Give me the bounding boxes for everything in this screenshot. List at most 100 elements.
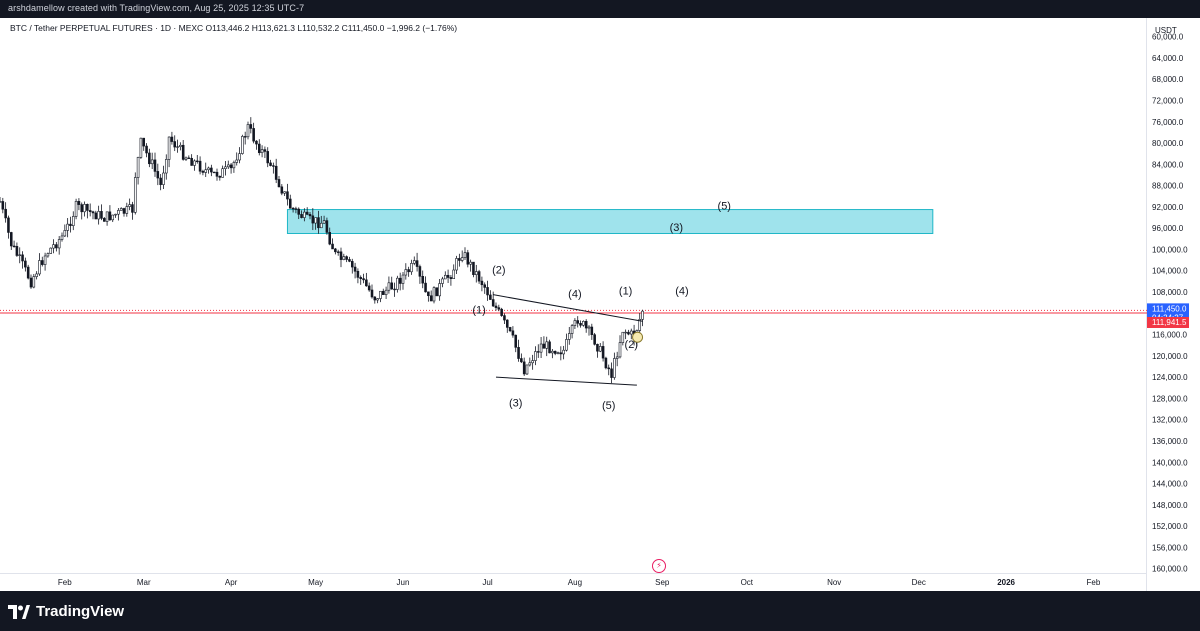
candle-body (122, 208, 126, 214)
candle-body (232, 162, 236, 169)
candle-body (164, 159, 168, 174)
cursor-marker-icon[interactable] (632, 331, 644, 343)
tradingview-logo-icon (8, 604, 30, 619)
attribution-text: arshdamellow created with TradingView.co… (8, 3, 305, 13)
candle-body (117, 210, 120, 215)
candle-body (128, 204, 131, 207)
candle-body (446, 274, 450, 278)
candle-body (102, 218, 106, 222)
candle-body (4, 208, 7, 219)
candle-body (517, 347, 520, 359)
candle-body (274, 165, 278, 180)
candle-body (536, 351, 540, 353)
candle-body (539, 343, 543, 353)
candle-body (345, 256, 348, 260)
candle-body (52, 244, 55, 249)
candle-body (553, 350, 557, 354)
wave-label[interactable]: (5) (718, 201, 731, 213)
candle-body (483, 284, 487, 288)
time-axis[interactable]: Feb Mar Apr May Jun Jul Aug Sep Oct Nov Dec 2026 Feb (58, 578, 1101, 587)
candle-body (427, 291, 430, 297)
last-price-label: 111,450.0 (1152, 304, 1187, 313)
candle-body (187, 157, 191, 159)
candle-body (229, 164, 233, 169)
symbol-legend: BTC / Tether PERPETUAL FUTURES · 1D · ME… (10, 23, 458, 33)
candle-body (145, 145, 148, 154)
candle-body (153, 159, 157, 172)
price-tick-label: 84,000.0 (1152, 160, 1184, 169)
trend-line[interactable] (495, 376, 637, 386)
candle-body (266, 151, 270, 164)
candle-body (525, 364, 529, 375)
candle-body (421, 276, 425, 284)
candle-body (618, 342, 622, 358)
time-tick-label: Aug (568, 578, 582, 587)
candle-body (398, 277, 402, 284)
candle-body (412, 260, 416, 264)
price-tick-label: 132,000.0 (1152, 416, 1188, 425)
candle-body (252, 128, 255, 142)
wave-label[interactable]: (1) (619, 286, 632, 298)
candle-body (438, 283, 441, 297)
candle-body (210, 167, 213, 173)
candle-body (255, 140, 258, 145)
candle-body (283, 191, 286, 194)
candle-body (198, 160, 202, 172)
candle-body (119, 208, 123, 211)
candle-body (26, 266, 30, 279)
candle-body (305, 211, 309, 215)
candle-body (91, 211, 95, 214)
candle-body (303, 211, 306, 218)
candle-body (63, 230, 67, 237)
candle-body (297, 208, 301, 215)
wave-label[interactable]: (5) (602, 400, 615, 412)
attribution-bar: arshdamellow created with TradingView.co… (0, 0, 1200, 18)
candle-body (350, 261, 354, 268)
candle-body (638, 319, 642, 331)
wave-label[interactable]: (4) (675, 286, 688, 298)
candle-body (367, 285, 371, 291)
candle-body (604, 357, 608, 369)
candle-body (38, 260, 41, 275)
candle-body (503, 315, 506, 321)
wave-label[interactable]: (3) (509, 397, 522, 409)
candle-body (221, 168, 224, 178)
wave-label[interactable]: (1) (472, 304, 485, 316)
reference-price-tag (1147, 316, 1189, 328)
supply-zone-box[interactable] (286, 209, 934, 234)
candle-body (542, 343, 546, 349)
lightning-icon[interactable]: ⚡ (652, 559, 666, 573)
candle-body (0, 201, 2, 203)
candle-body (71, 216, 75, 226)
price-tick-label: 64,000.0 (1152, 54, 1184, 63)
candle-body (241, 136, 244, 154)
candle-body (207, 167, 210, 171)
candle-body (469, 261, 472, 265)
wave-label[interactable]: (4) (568, 288, 581, 300)
candle-body (322, 220, 326, 224)
wave-label[interactable]: (3) (670, 222, 683, 234)
candle-body (418, 266, 422, 277)
candle-body (613, 358, 616, 378)
price-chart[interactable]: (1)(2)(3)(4)(5)(1)(2)(3)(4)(5) USDT60,00… (0, 18, 1200, 591)
candle-body (249, 124, 253, 129)
tradingview-brand[interactable]: TradingView (8, 603, 124, 620)
candle-body (387, 282, 391, 291)
candles-layer (0, 117, 644, 384)
candle-body (559, 352, 563, 355)
candle-body (404, 269, 408, 276)
candle-body (551, 350, 554, 354)
candle-body (260, 149, 264, 154)
brand-name: TradingView (36, 603, 125, 620)
candle-body (238, 153, 241, 161)
candle-body (373, 296, 377, 301)
candle-body (562, 349, 565, 355)
wave-label[interactable]: (2) (492, 264, 505, 276)
price-tick-label: 124,000.0 (1152, 373, 1188, 382)
candle-body (69, 223, 72, 226)
candle-body (170, 136, 174, 142)
candle-body (88, 210, 92, 213)
trend-line[interactable] (493, 294, 643, 322)
price-tick-label: 108,000.0 (1152, 288, 1188, 297)
